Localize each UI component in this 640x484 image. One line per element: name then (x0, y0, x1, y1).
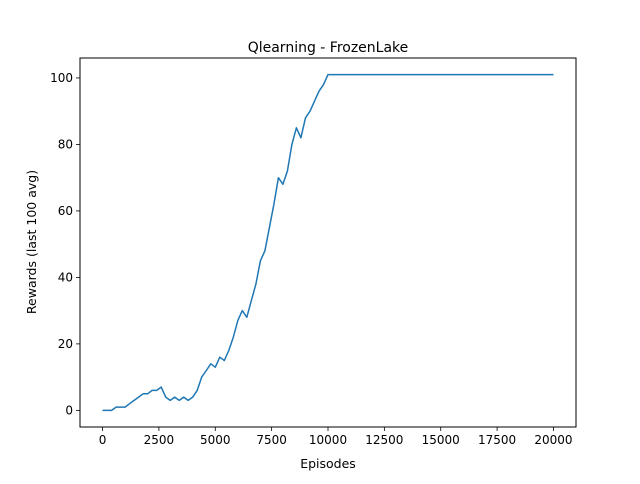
series-line-0 (102, 73, 554, 412)
x-tick-label: 17500 (478, 433, 516, 447)
plot-area (102, 73, 554, 412)
chart-title: Qlearning - FrozenLake (248, 40, 409, 56)
x-tick-label: 15000 (422, 433, 460, 447)
axes: 0 2500 5000 7500 10000 12500 15000 17500 20000 0 2… (50, 71, 572, 447)
axes-frame (79, 57, 577, 428)
y-tick-label: 40 (58, 270, 73, 284)
x-axis-label: Episodes (300, 456, 356, 471)
y-tick-label: 100 (50, 71, 73, 85)
y-tick-label: 20 (58, 337, 73, 351)
x-tick-label: 2500 (144, 433, 175, 447)
x-tick-label: 12500 (365, 433, 403, 447)
x-tick-label: 20000 (534, 433, 572, 447)
y-axis-label: Rewards (last 100 avg) (24, 170, 39, 314)
x-tick-label: 0 (99, 433, 107, 447)
x-tick-label: 5000 (200, 433, 231, 447)
y-tick-label: 80 (58, 137, 73, 151)
y-tick-label: 60 (58, 204, 73, 218)
y-tick-label: 0 (65, 403, 73, 417)
x-tick-label: 10000 (309, 433, 347, 447)
x-tick-label: 7500 (256, 433, 287, 447)
